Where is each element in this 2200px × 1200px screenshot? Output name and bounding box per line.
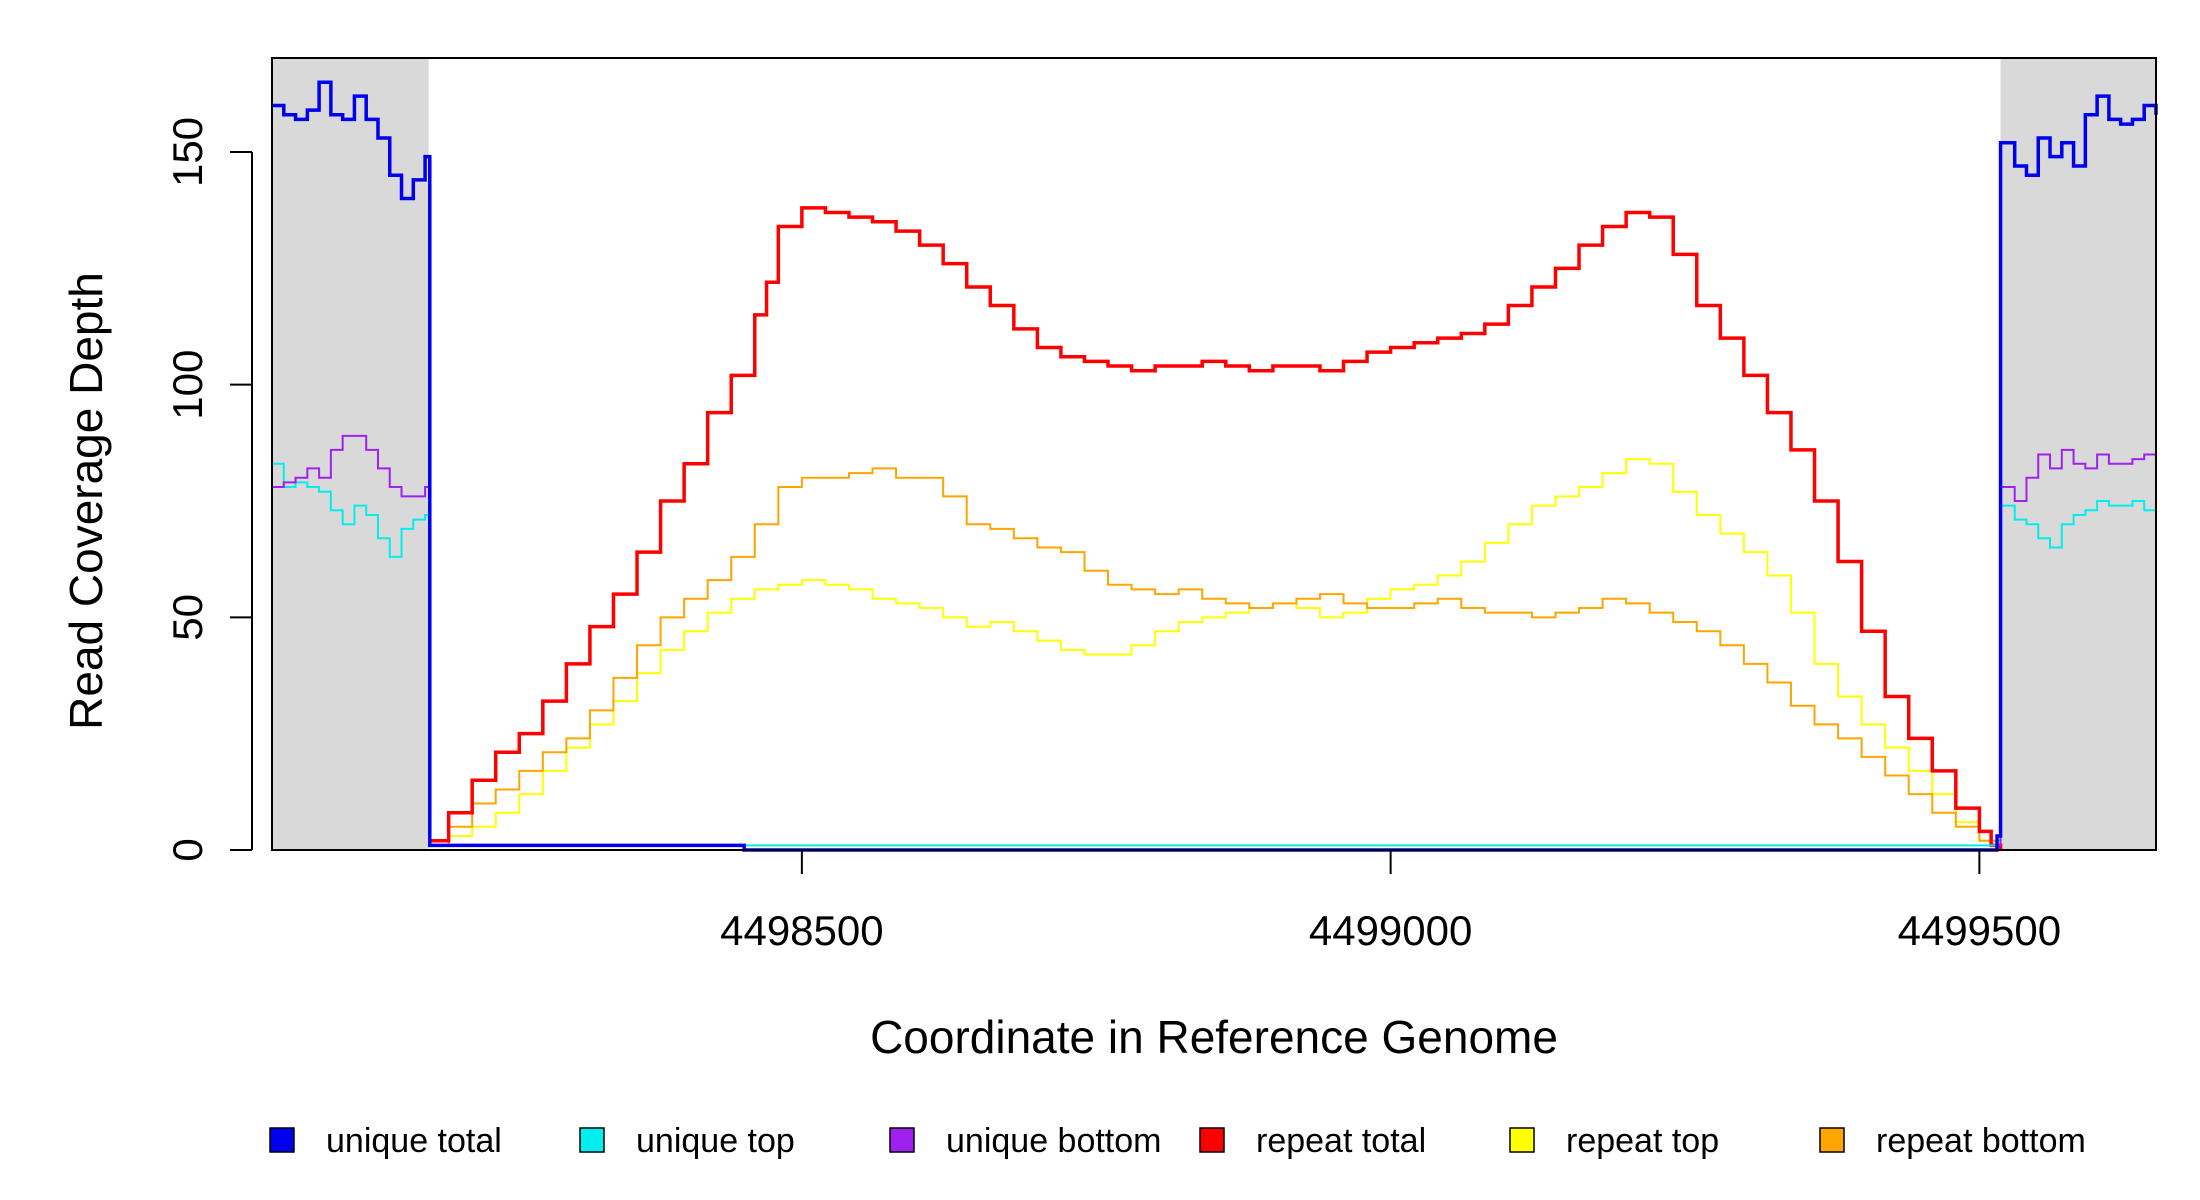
legend-swatch-unique-top <box>579 1127 605 1153</box>
y-tick-label-150: 150 <box>164 117 211 187</box>
y-tick-label-50: 50 <box>164 594 211 641</box>
y-axis-title: Read Coverage Depth <box>60 272 112 730</box>
legend-label-unique-top: unique top <box>636 1122 795 1160</box>
y-tick-label-0: 0 <box>164 838 211 861</box>
legend-label-repeat-bottom: repeat bottom <box>1876 1122 2086 1160</box>
series-line-repeat-top <box>428 458 2002 850</box>
legend-swatch-repeat-top <box>1509 1127 1535 1153</box>
shaded-region-1 <box>2000 58 2156 850</box>
series-lines <box>272 80 2158 852</box>
x-tick-label-4498500: 4498500 <box>720 907 884 954</box>
legend-label-unique-bottom: unique bottom <box>946 1122 1162 1160</box>
legend-swatch-unique-total <box>269 1127 295 1153</box>
legend-label-unique-total: unique total <box>326 1122 502 1160</box>
shaded-regions <box>272 58 2156 850</box>
x-axis-title: Coordinate in Reference Genome <box>870 1011 1558 1063</box>
series-line-unique-top <box>272 462 2157 847</box>
series-line-repeat-bottom <box>428 467 2002 850</box>
legend-label-repeat-top: repeat top <box>1566 1122 1719 1160</box>
x-tick-label-4499000: 4499000 <box>1309 907 1473 954</box>
shaded-region-0 <box>272 58 429 850</box>
x-axis: 4498500 4499000 4499500 <box>720 849 2062 954</box>
y-tick-label-100: 100 <box>164 350 211 420</box>
legend-swatch-repeat-bottom <box>1819 1127 1845 1153</box>
series-line-unique-total <box>272 80 2158 852</box>
series-line-repeat-total <box>428 206 2003 850</box>
legend-label-repeat-total: repeat total <box>1256 1122 1426 1160</box>
series-line-unique-bottom <box>272 434 2157 851</box>
legend: unique total unique top unique bottom repea… <box>269 1122 2086 1160</box>
legend-swatch-unique-bottom <box>889 1127 915 1153</box>
legend-swatch-repeat-total <box>1199 1127 1225 1153</box>
plot-frame <box>271 57 2157 851</box>
x-tick-label-4499500: 4499500 <box>1898 907 2062 954</box>
y-axis: 0 50 100 150 <box>164 117 253 862</box>
